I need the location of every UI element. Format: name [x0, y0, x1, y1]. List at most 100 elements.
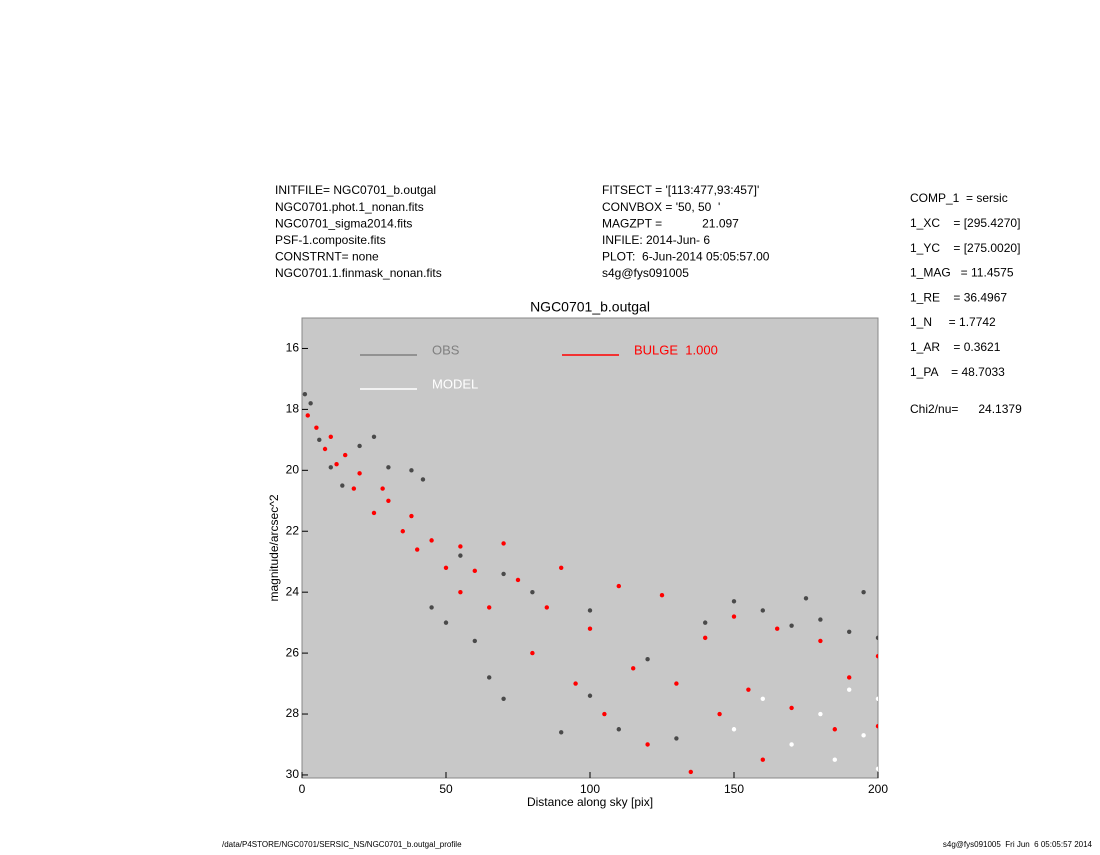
point: [328, 465, 333, 470]
point: [340, 483, 345, 488]
point: [334, 462, 339, 467]
point: [703, 620, 708, 625]
point: [544, 605, 549, 610]
point: [674, 681, 679, 686]
header-left-line: PSF-1.composite.fits: [275, 233, 386, 247]
y-tick-label: 28: [286, 706, 300, 720]
point: [317, 437, 322, 443]
point: [760, 757, 765, 762]
point: [688, 769, 693, 775]
component-param: 1_AR = 0.3621: [910, 340, 1001, 354]
y-tick-label: 18: [286, 402, 300, 416]
point: [357, 443, 362, 449]
point: [371, 510, 377, 516]
point: [409, 513, 414, 519]
point: [875, 696, 878, 701]
point: [674, 736, 679, 741]
point: [501, 541, 506, 546]
point: [847, 675, 852, 680]
point: [875, 724, 878, 729]
component-param: 1_MAG = 11.4575: [910, 266, 1014, 280]
points: [302, 391, 878, 775]
component-param: COMP_1 = sersic: [910, 191, 1008, 205]
point: [847, 687, 852, 692]
x-tick-label: 200: [868, 782, 888, 796]
point: [875, 653, 878, 659]
point: [659, 593, 665, 598]
point: [875, 766, 878, 772]
point: [472, 568, 477, 574]
header-middle-line: MAGZPT = 21.097: [602, 216, 739, 230]
point: [501, 571, 506, 577]
point: [420, 477, 426, 482]
point: [515, 577, 521, 583]
footer-stamp: s4g@fys091005 Fri Jun 6 05:05:57 2014: [943, 840, 1093, 849]
component-param: 1_XC = [295.4270]: [910, 216, 1020, 230]
y-tick-label: 24: [286, 584, 300, 598]
component-param: 1_RE = 36.4967: [910, 290, 1007, 304]
point: [587, 693, 593, 698]
point: [587, 608, 593, 613]
plot-area: [301, 317, 879, 779]
x-tick-label: 0: [299, 782, 306, 796]
point: [789, 705, 794, 711]
point: [487, 605, 492, 610]
point: [616, 583, 621, 589]
point: [645, 656, 650, 662]
footer-path: /data/P4STORE/NGC0701/SERSIC_NS/NGC0701_…: [222, 840, 462, 849]
header-left-line: NGC0701.1.finmask_nonan.fits: [275, 266, 442, 280]
point: [429, 605, 434, 610]
point: [731, 614, 737, 619]
point: [314, 425, 319, 430]
point: [302, 391, 308, 397]
header-middle-line: PLOT: 6-Jun-2014 05:05:57.00: [602, 250, 770, 264]
y-tick-label: 22: [286, 523, 300, 537]
component-param: 1_N = 1.7742: [910, 315, 996, 329]
x-tick-label: 100: [580, 782, 600, 796]
header-middle-line: INFILE: 2014-Jun- 6: [602, 233, 710, 247]
point: [760, 608, 765, 613]
point: [530, 650, 535, 656]
y-tick-label: 26: [286, 645, 300, 659]
component-param: 1_PA = 48.7033: [910, 365, 1005, 379]
chi-square: Chi2/nu= 24.1379: [910, 402, 1022, 416]
x-tick-label: 150: [724, 782, 744, 796]
point: [832, 727, 837, 732]
point: [458, 589, 463, 595]
point: [616, 727, 621, 732]
point: [559, 565, 564, 571]
header-left-line: NGC0701_sigma2014.fits: [275, 216, 412, 230]
point: [818, 638, 823, 644]
point: [343, 452, 348, 458]
header-left-line: CONSTRNT= none: [275, 250, 379, 264]
point: [409, 468, 414, 473]
x-axis-label: Distance along sky [pix]: [527, 795, 653, 809]
point: [832, 757, 837, 762]
header-left-line: NGC0701.phot.1_nonan.fits: [275, 200, 424, 214]
point: [386, 465, 391, 470]
point: [429, 538, 434, 543]
point: [308, 401, 313, 406]
legend-label: OBS: [432, 342, 460, 357]
point: [731, 599, 737, 604]
x-tick-label: 50: [439, 782, 453, 796]
point: [501, 696, 506, 701]
point: [602, 711, 607, 717]
header-middle-line: FITSECT = '[113:477,93:457]': [602, 183, 759, 197]
point: [472, 638, 477, 644]
legend-label: MODEL: [432, 376, 478, 391]
point: [803, 596, 809, 601]
point: [357, 471, 362, 476]
y-tick-label: 16: [286, 341, 300, 355]
point: [717, 711, 722, 717]
point: [703, 635, 708, 641]
point: [400, 529, 405, 534]
y-tick-label: 30: [286, 767, 300, 781]
point: [775, 626, 780, 631]
point: [380, 486, 385, 491]
point: [818, 617, 823, 622]
point: [587, 626, 593, 631]
point: [789, 742, 794, 747]
point: [731, 727, 737, 732]
